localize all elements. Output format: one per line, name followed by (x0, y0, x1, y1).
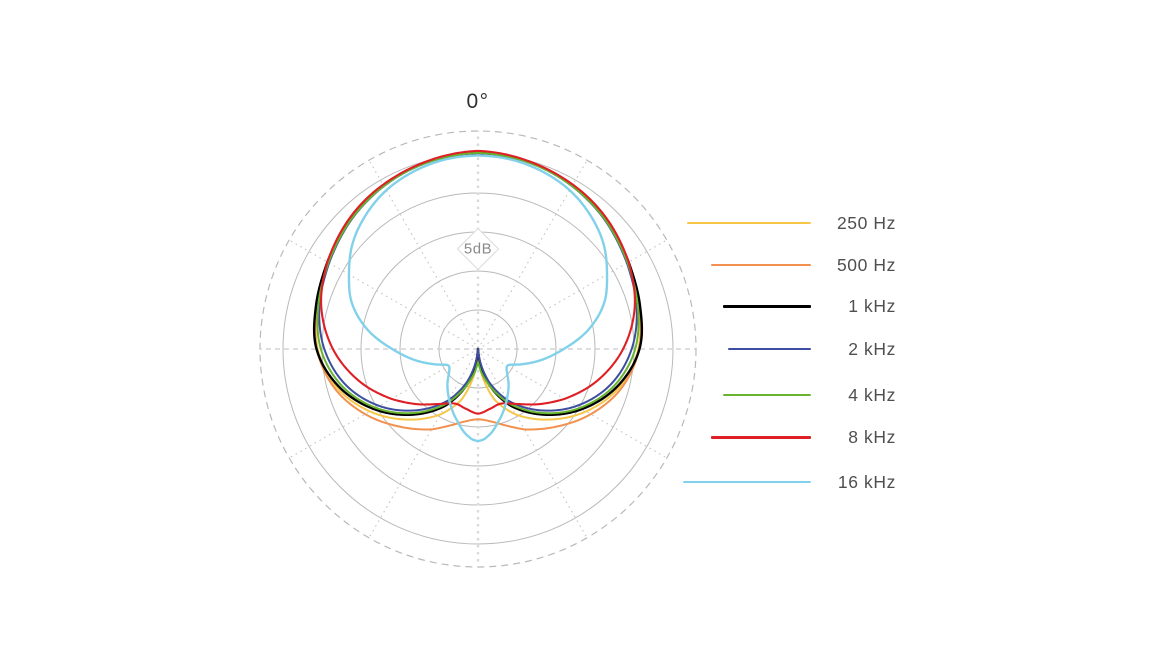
db-scale-label: 5dB (463, 240, 493, 258)
grid-spoke (368, 348, 479, 539)
legend-item-label: 250 Hz (836, 212, 896, 233)
legend-swatch-line (711, 436, 811, 439)
curve-4-khz (316, 151, 640, 415)
legend-item-label: 8 kHz (848, 427, 896, 447)
legend-swatch-line (723, 305, 811, 308)
grid-spoke (477, 239, 668, 350)
legend-swatch-line (728, 347, 811, 350)
legend-item: 4 kHz (680, 384, 900, 406)
grid-spoke (368, 159, 479, 350)
legend-item-label: 500 Hz (836, 254, 896, 275)
grid-spoke (477, 159, 588, 350)
legend-item: 8 kHz (680, 426, 900, 448)
grid-spoke (477, 348, 588, 539)
legend-swatch-line (723, 393, 811, 396)
zero-degree-label: 0° (466, 90, 490, 113)
legend-item-label: 1 kHz (848, 296, 896, 316)
curve-8-khz (320, 149, 636, 415)
legend-item: 16 kHz (680, 471, 900, 493)
legend-item-label: 16 kHz (837, 471, 896, 492)
legend-item: 250 Hz (680, 212, 900, 234)
legend-item: 1 kHz (680, 295, 900, 317)
curve-16-khz (347, 154, 609, 443)
grid-spoke (288, 239, 479, 350)
legend: 250 Hz 500 Hz 1 kHz 2 kHz 4 kHz 8 kHz 16 kHz (680, 0, 900, 660)
legend-item: 500 Hz (680, 254, 900, 276)
legend-item: 2 kHz (680, 338, 900, 360)
legend-swatch-line (683, 480, 811, 483)
legend-item-label: 2 kHz (848, 338, 896, 359)
grid-spoke (288, 348, 479, 459)
legend-swatch-line (687, 221, 811, 224)
legend-swatch-line (711, 263, 811, 266)
grid-spoke (477, 348, 668, 459)
legend-item-label: 4 kHz (848, 384, 896, 405)
